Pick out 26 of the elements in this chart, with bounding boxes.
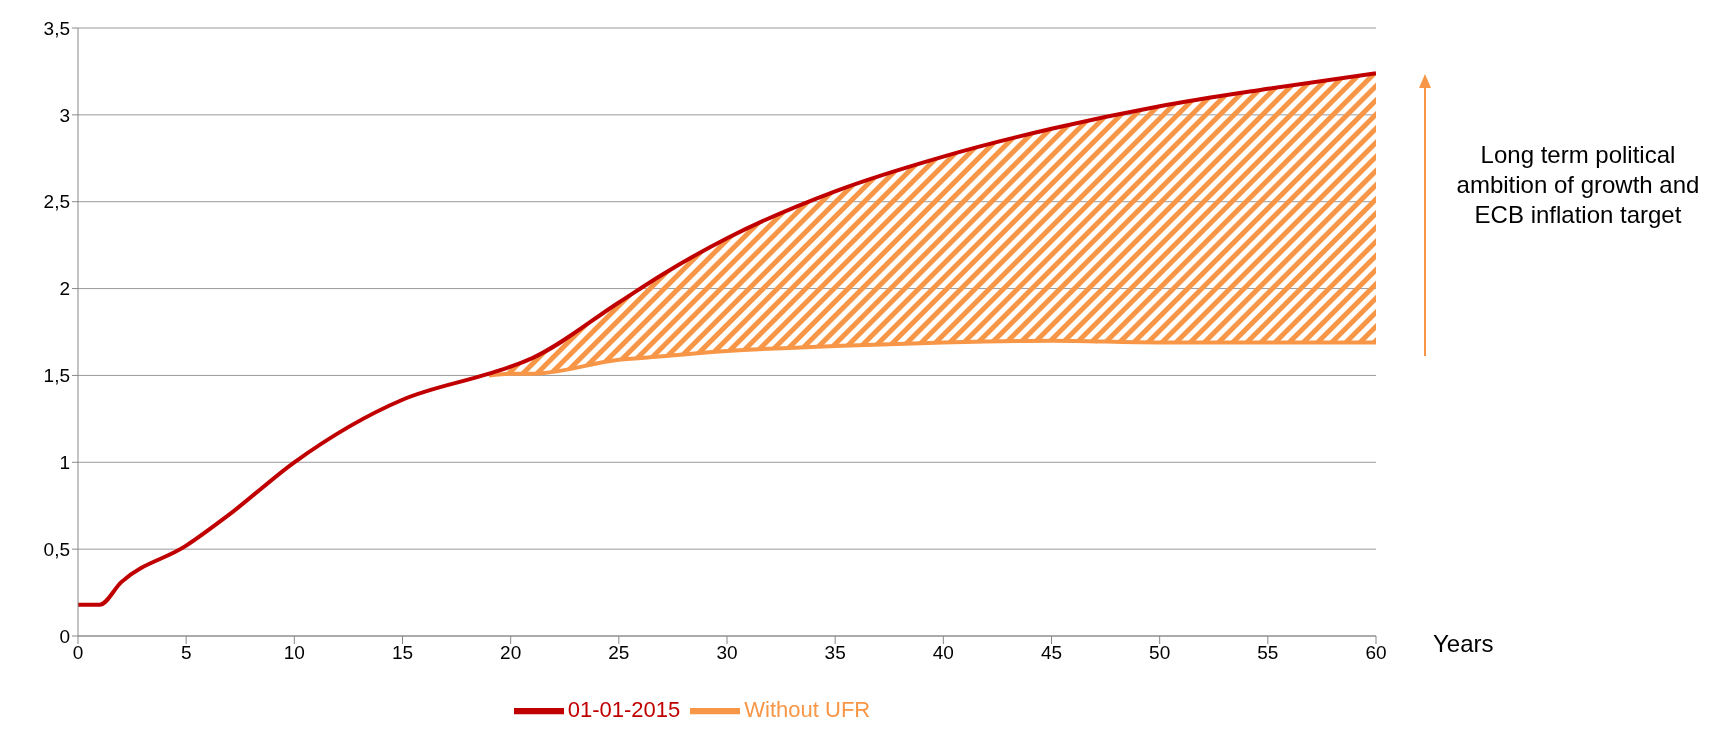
x-tick-label: 60 [1365,642,1387,664]
x-axis-title: Years [1433,630,1494,658]
y-tick-label: 1,5 [43,365,70,387]
text: Long term political ambition of growth and ECB inflation target [1455,140,1701,230]
y-tick-label: 2 [59,278,70,300]
x-tick-label: 20 [500,642,522,664]
y-tick-label: 0,5 [43,538,70,560]
x-tick-label: 45 [1040,642,1063,664]
x-tick-label: 15 [391,642,414,664]
line-series [487,338,1376,378]
line-series [78,71,1376,607]
x-tick-label: 25 [608,642,630,664]
x-tick-label: 5 [180,642,192,664]
y-tick-label: 3 [59,104,70,126]
legend-label: Without UFR [744,696,871,722]
legend-label: 01-01-2015 [567,696,681,722]
x-tick-label: 35 [824,642,846,664]
x-tick-label: 10 [283,642,305,664]
x-tick-label: 40 [932,642,954,664]
y-tick-label: 2,5 [43,191,70,213]
x-tick-label: 30 [716,642,738,664]
x-tick-label: 55 [1257,642,1279,664]
y-tick-label: 3,5 [43,17,70,39]
y-tick-label: 0 [59,625,70,647]
y-tick-label: 1 [59,452,70,474]
x-tick-label: 50 [1149,642,1171,664]
